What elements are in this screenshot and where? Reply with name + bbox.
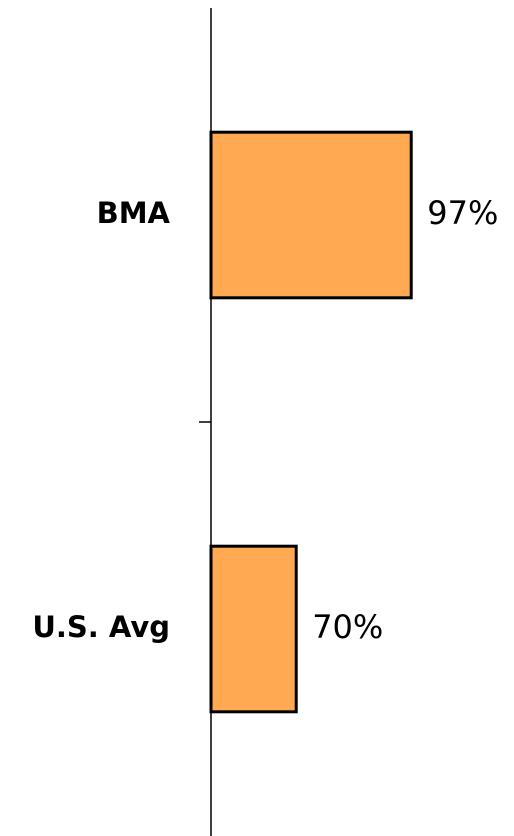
bar: [209, 130, 413, 300]
value-label: 70%: [312, 608, 383, 646]
category-label: U.S. Avg: [32, 610, 170, 644]
category-label: BMA: [97, 196, 171, 230]
bar: [209, 544, 298, 714]
value-label: 97%: [427, 194, 498, 232]
